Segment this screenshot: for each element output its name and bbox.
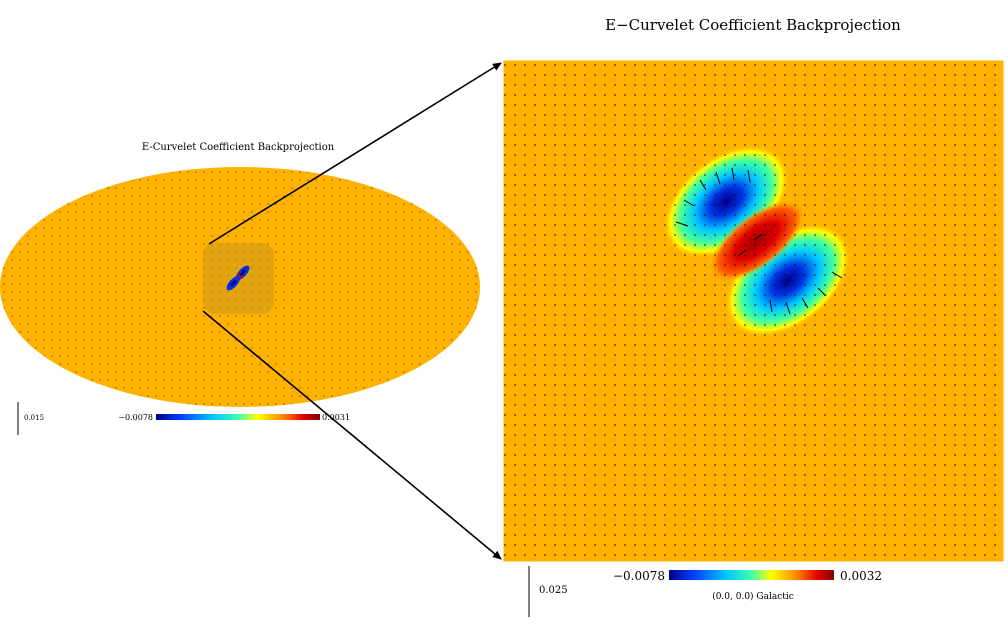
- zoom-center-label: (0.0, 0.0) Galactic: [712, 591, 794, 602]
- fullsky-colorbar: −0.0078 0.0031: [118, 413, 350, 422]
- zoom-scale-bar: 0.025: [528, 566, 568, 617]
- fullsky-colorbar-min: −0.0078: [118, 413, 153, 422]
- zoom-map: [504, 61, 1003, 561]
- fullsky-title: E-Curvelet Coefficient Backprojection: [142, 142, 335, 153]
- arrow-top: [208, 62, 502, 245]
- zoom-colorbar-max: 0.0032: [840, 569, 882, 583]
- fullsky-scale-bar: 0.015: [17, 402, 44, 435]
- zoom-colorbar: −0.0078 0.0032: [613, 569, 882, 583]
- mollweide-map: [0, 167, 480, 407]
- fullsky-colorbar-max: 0.0031: [322, 413, 350, 422]
- polarization-ticks: [675, 167, 843, 315]
- zoom-colorbar-min: −0.0078: [613, 569, 665, 583]
- fullsky-scale-label: 0.015: [24, 414, 44, 422]
- zoom-scale-label: 0.025: [539, 585, 568, 596]
- arrow-bottom: [202, 310, 502, 560]
- curvelet-mini: [226, 265, 250, 291]
- zoom-title: E−Curvelet Coefficient Backprojection: [605, 16, 901, 34]
